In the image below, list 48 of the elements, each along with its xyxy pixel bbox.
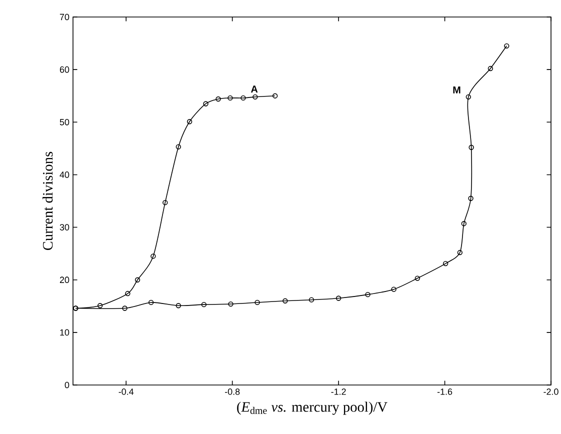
x-tick-label: -1.2 [331, 388, 346, 395]
point [488, 66, 494, 72]
point [122, 306, 128, 311]
point [150, 254, 156, 259]
point [176, 144, 182, 150]
x-tick-label: -1.6 [437, 388, 452, 395]
point [442, 260, 448, 266]
point [457, 250, 463, 256]
point [468, 196, 474, 201]
point [97, 303, 103, 308]
point [466, 94, 471, 100]
point [176, 303, 182, 308]
series-label: A [250, 86, 258, 92]
point [216, 96, 221, 102]
y-tick-label: 30 [60, 224, 70, 230]
y-tick-label: 0 [64, 382, 70, 388]
y-axis-title: Current divisions [42, 152, 53, 250]
point [282, 298, 288, 304]
y-tick-label: 10 [60, 329, 70, 336]
point [201, 302, 207, 308]
point [254, 300, 260, 306]
y-tick-label: 40 [60, 172, 70, 178]
y-tick-label: 20 [60, 276, 70, 284]
point [240, 95, 246, 101]
point [186, 119, 192, 124]
point [336, 296, 342, 301]
point [461, 221, 466, 226]
x-tick-label: -2.0 [544, 388, 558, 395]
point [148, 300, 154, 306]
point [162, 200, 168, 206]
x-tick-label: -0.8 [225, 388, 240, 395]
point [228, 301, 234, 307]
point [203, 101, 208, 106]
point [468, 144, 474, 150]
point [391, 286, 396, 292]
y-tick-label: 60 [60, 66, 70, 73]
point [134, 277, 140, 282]
point [365, 292, 370, 298]
point [414, 276, 420, 281]
point [252, 94, 258, 100]
y-tick-label: 50 [60, 118, 70, 126]
x-tick-label: -0.4 [118, 388, 134, 395]
point [308, 297, 314, 302]
y-tick-label: 70 [60, 14, 70, 20]
point [125, 290, 130, 296]
point [228, 95, 233, 101]
x-axis-title: (E$_{dme}$ vs. mercury pool)/V [237, 402, 388, 415]
series-label: M [453, 86, 460, 94]
